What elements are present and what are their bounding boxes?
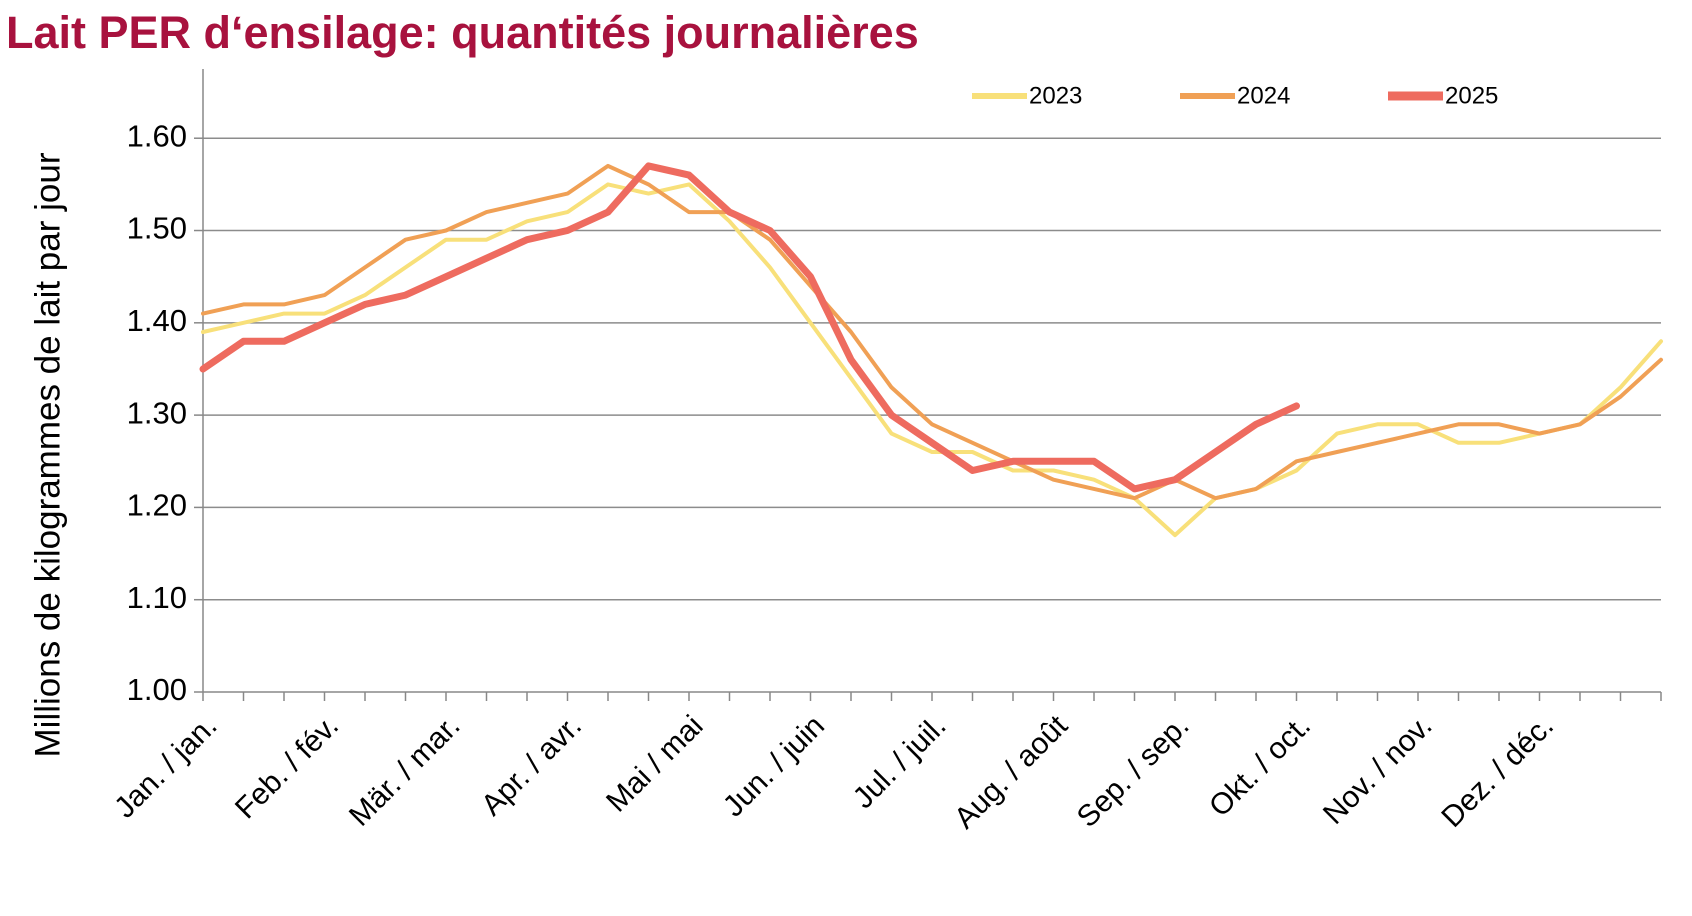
x-tick-label: Nov. / nov. — [1317, 709, 1439, 831]
x-tick-label: Sep. / sep. — [1071, 709, 1196, 834]
x-tick-label: Dez. / déc. — [1435, 709, 1560, 834]
series-line — [199, 162, 1300, 493]
x-tick-label: Mai / mai — [600, 709, 709, 818]
y-tick-label: 1.40 — [127, 303, 187, 338]
legend-label: 2025 — [1445, 82, 1498, 109]
y-tick-label: 1.20 — [127, 488, 187, 523]
legend-label: 2023 — [1029, 82, 1082, 109]
y-tick-label: 1.00 — [127, 672, 187, 707]
x-tick-label: Jan. / jan. — [108, 709, 223, 824]
x-tick-label: Okt. / oct. — [1203, 709, 1317, 823]
y-tick-label: 1.60 — [127, 118, 187, 153]
series-line — [201, 182, 1663, 538]
legend-label: 2024 — [1237, 82, 1290, 109]
y-axis-label: Millions de kilogrammes de lait par jour — [28, 152, 67, 757]
y-tick-label: 1.30 — [127, 395, 187, 430]
x-tick-label: Jul. / juil. — [847, 709, 953, 815]
y-tick-label: 1.50 — [127, 211, 187, 246]
y-tick-label: 1.10 — [127, 580, 187, 615]
x-tick-label: Jun. / juin — [717, 709, 831, 823]
x-tick-label: Mär. / mar. — [343, 709, 467, 833]
x-tick-label: Aug. / août — [948, 709, 1074, 835]
x-tick-label: Apr. / avr. — [475, 709, 588, 822]
chart-title: Lait PER d‘ensilage: quantités journaliè… — [6, 7, 919, 58]
series-line — [201, 163, 1663, 501]
x-tick-label: Feb. / fév. — [229, 709, 345, 825]
